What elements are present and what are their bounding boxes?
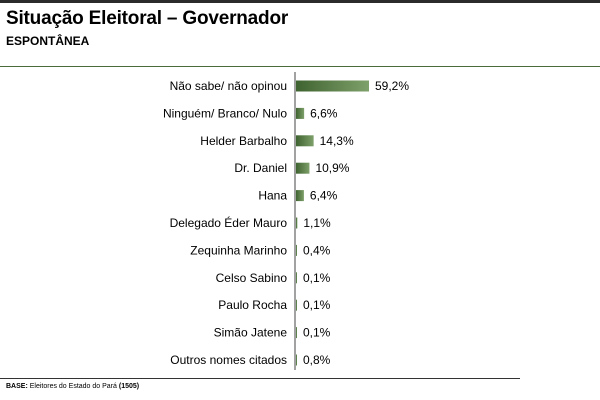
value-label: 6,6% [310,106,338,120]
page-title: Situação Eleitoral – Governador [6,8,289,29]
value-label: 6,4% [310,189,338,203]
bar [296,244,297,256]
category-label: Dr. Daniel [234,161,287,175]
category-label: Não sabe/ não opinou [170,79,287,93]
value-label: 14,3% [320,134,354,148]
value-label: 0,8% [303,353,331,367]
bar [296,272,297,284]
category-label: Celso Sabino [216,271,288,285]
header-divider [0,66,600,67]
top-rule [0,0,600,3]
category-label: Delegado Éder Mauro [170,215,288,230]
category-label: Simão Jatene [214,326,288,340]
category-label: Zequinha Marinho [190,243,287,257]
bar [296,107,305,119]
base-count: (1505) [118,383,140,390]
bar [296,190,304,202]
page-subtitle: ESPONTÂNEA [6,34,90,48]
bar [296,327,297,339]
bar [296,135,314,147]
bar [296,80,369,92]
footer-divider [0,378,520,379]
base-text: Eleitores do Estado do Pará [29,383,117,390]
bar [296,217,298,229]
value-label: 0,1% [303,271,331,285]
value-label: 59,2% [375,79,409,93]
category-label: Hana [258,189,287,203]
value-label: 1,1% [303,216,331,230]
value-label: 0,4% [303,243,331,257]
bar-chart: Não sabe/ não opinou 59,2% Ninguém/ Branco… [163,72,409,370]
footer-base: BASE: Eleitores do Estado do Pará (1505) [6,383,139,390]
category-label: Paulo Rocha [218,298,287,312]
bar [296,354,297,366]
category-label: Ninguém/ Branco/ Nulo [163,106,287,120]
bar [296,299,297,311]
category-label: Outros nomes citados [170,353,287,367]
value-label: 10,9% [315,161,349,175]
value-label: 0,1% [303,298,331,312]
base-label: BASE: [6,383,28,390]
category-label: Helder Barbalho [200,134,287,148]
value-label: 0,1% [303,326,331,340]
bar [296,162,310,174]
bars-layer: Não sabe/ não opinou 59,2% Ninguém/ Branco… [163,79,409,367]
